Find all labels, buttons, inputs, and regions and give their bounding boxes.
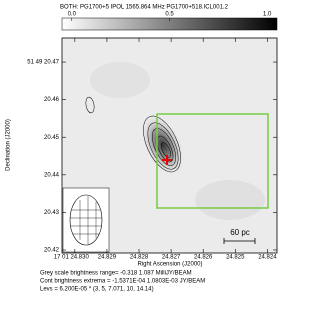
- noise: [195, 180, 265, 220]
- x-tick-label: 24.826: [194, 255, 213, 261]
- footer-line: Grey scale brightness range= -0.318 1.08…: [40, 271, 192, 277]
- x-tick-label: 24.827: [162, 255, 181, 261]
- y-tick-label: 51 49 20.47: [27, 60, 59, 66]
- title: BOTH: PG1700+5 IPOL 1565.864 MHz PG1700+…: [60, 5, 229, 11]
- x-axis-label: Right Ascension (J2000): [137, 262, 202, 268]
- noise: [90, 62, 150, 98]
- scale-label: 60 pc: [230, 228, 250, 237]
- y-axis-label: Declination (J2000): [6, 119, 12, 171]
- colorbar-tick-label: 0.0: [68, 12, 77, 18]
- x-tick-label: 17 01 24.830: [54, 255, 90, 261]
- y-tick-label: 20.46: [44, 97, 60, 103]
- beam-hatch: [70, 196, 102, 244]
- y-tick-label: 20.44: [44, 172, 60, 178]
- footer-line: Levs = 6.200E-05 * (3, 5, 7.071, 10, 14.…: [40, 287, 154, 293]
- y-tick-label: 20.43: [44, 210, 60, 216]
- x-tick-label: 24.828: [130, 255, 149, 261]
- colorbar-tick-label: 0.5: [165, 12, 174, 18]
- x-tick-label: 24.829: [98, 255, 117, 261]
- scale-bar: [223, 238, 256, 244]
- contours: [85, 96, 181, 173]
- region-box: [156, 113, 269, 209]
- y-tick-label: 20.42: [44, 248, 60, 254]
- image: 60 pc: [62, 62, 269, 253]
- x-tick-label: 24.824: [258, 255, 277, 261]
- chart: BOTH: PG1700+5 IPOL 1565.864 MHz PG1700+…: [6, 5, 278, 293]
- footer-line: Cont brightness extrema = -1.5371E-04 1.…: [40, 279, 205, 285]
- y-tick-label: 20.45: [44, 135, 60, 141]
- beam: [69, 194, 103, 246]
- colorbar-tick-label: 1.0: [263, 12, 272, 18]
- source: [141, 115, 185, 175]
- x-tick-label: 24.825: [226, 255, 245, 261]
- marker: [162, 155, 172, 165]
- beam-box: [62, 187, 110, 253]
